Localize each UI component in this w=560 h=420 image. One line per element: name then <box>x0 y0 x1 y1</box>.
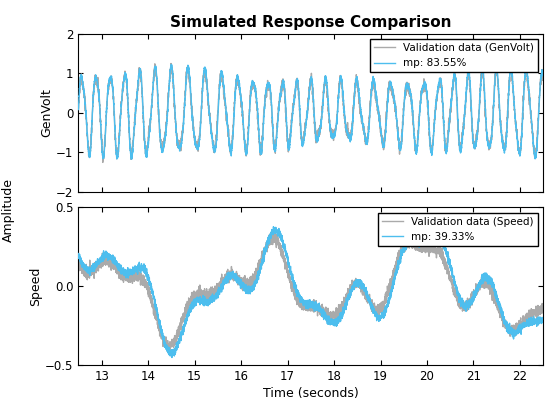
mp: 39.33%: (20, 0.28): 39.33%: (20, 0.28) <box>422 239 429 244</box>
Line: mp: 39.33%: mp: 39.33% <box>78 227 543 357</box>
Validation data (Speed) <box>165 350 172 355</box>
mp: 83.55%: (14.3, -0.954): 83.55%: (14.3, -0.954) <box>160 148 166 153</box>
Validation data (Speed) <box>540 302 547 307</box>
Validation data (Speed) <box>377 305 384 310</box>
Validation data (GenVolt) <box>458 141 464 146</box>
Line: Validation data (GenVolt): Validation data (GenVolt) <box>78 63 543 163</box>
Validation data (GenVolt) <box>100 160 106 165</box>
mp: 83.55%: (20.7, -0.974): 83.55%: (20.7, -0.974) <box>458 149 464 154</box>
mp: 83.55%: (12.5, 0.0777): 83.55%: (12.5, 0.0777) <box>75 107 82 112</box>
Validation data (Speed) <box>160 339 166 344</box>
mp: 39.33%: (19, -0.196): 39.33%: (19, -0.196) <box>377 315 384 320</box>
Validation data (GenVolt) <box>377 126 384 131</box>
mp: 83.55%: (19, -0.434): 83.55%: (19, -0.434) <box>377 127 384 132</box>
Title: Simulated Response Comparison: Simulated Response Comparison <box>170 15 451 30</box>
Validation data (GenVolt) <box>253 93 259 98</box>
Legend: Validation data (GenVolt), mp: 83.55%: Validation data (GenVolt), mp: 83.55% <box>370 39 538 72</box>
mp: 83.55%: (20, 0.722): 83.55%: (20, 0.722) <box>422 81 428 87</box>
Validation data (Speed) <box>271 229 278 234</box>
Validation data (GenVolt) <box>167 61 174 66</box>
Text: Amplitude: Amplitude <box>2 178 15 242</box>
mp: 39.33%: (14.3, -0.332): 39.33%: (14.3, -0.332) <box>160 336 166 341</box>
mp: 39.33%: (20.7, -0.127): 39.33%: (20.7, -0.127) <box>458 304 464 309</box>
Validation data (Speed) <box>253 266 259 271</box>
Line: Validation data (Speed): Validation data (Speed) <box>78 231 543 353</box>
Validation data (Speed) <box>422 250 429 255</box>
mp: 39.33%: (12.5, 0.19): 39.33%: (12.5, 0.19) <box>75 254 82 259</box>
Legend: Validation data (Speed), mp: 39.33%: Validation data (Speed), mp: 39.33% <box>378 213 538 246</box>
X-axis label: Time (seconds): Time (seconds) <box>263 387 358 400</box>
mp: 83.55%: (22.5, 0.926): 83.55%: (22.5, 0.926) <box>540 74 547 79</box>
mp: 83.55%: (21.5, 1.23): 83.55%: (21.5, 1.23) <box>493 62 500 67</box>
Y-axis label: Speed: Speed <box>29 267 43 306</box>
Validation data (GenVolt) <box>422 88 429 93</box>
mp: 39.33%: (14.5, -0.45): 39.33%: (14.5, -0.45) <box>169 355 175 360</box>
Validation data (Speed) <box>354 278 361 283</box>
Validation data (GenVolt) <box>75 106 82 111</box>
Validation data (Speed) <box>75 265 82 270</box>
Validation data (GenVolt) <box>354 85 361 90</box>
mp: 39.33%: (22.5, -0.226): 39.33%: (22.5, -0.226) <box>540 320 547 325</box>
Y-axis label: GenVolt: GenVolt <box>40 88 53 137</box>
Validation data (Speed) <box>458 298 464 303</box>
mp: 83.55%: (18.5, 0.886): 83.55%: (18.5, 0.886) <box>354 75 361 80</box>
mp: 39.33%: (16.3, 0.034): 39.33%: (16.3, 0.034) <box>253 278 259 284</box>
mp: 83.55%: (13.6, -1.18): 83.55%: (13.6, -1.18) <box>128 157 135 162</box>
Validation data (GenVolt) <box>540 78 547 83</box>
Validation data (GenVolt) <box>160 139 166 144</box>
mp: 83.55%: (16.3, 0.476): 83.55%: (16.3, 0.476) <box>253 91 259 96</box>
mp: 39.33%: (18.5, 0.033): 39.33%: (18.5, 0.033) <box>354 278 361 284</box>
mp: 39.33%: (16.7, 0.378): 39.33%: (16.7, 0.378) <box>270 224 277 229</box>
Line: mp: 83.55%: mp: 83.55% <box>78 64 543 159</box>
